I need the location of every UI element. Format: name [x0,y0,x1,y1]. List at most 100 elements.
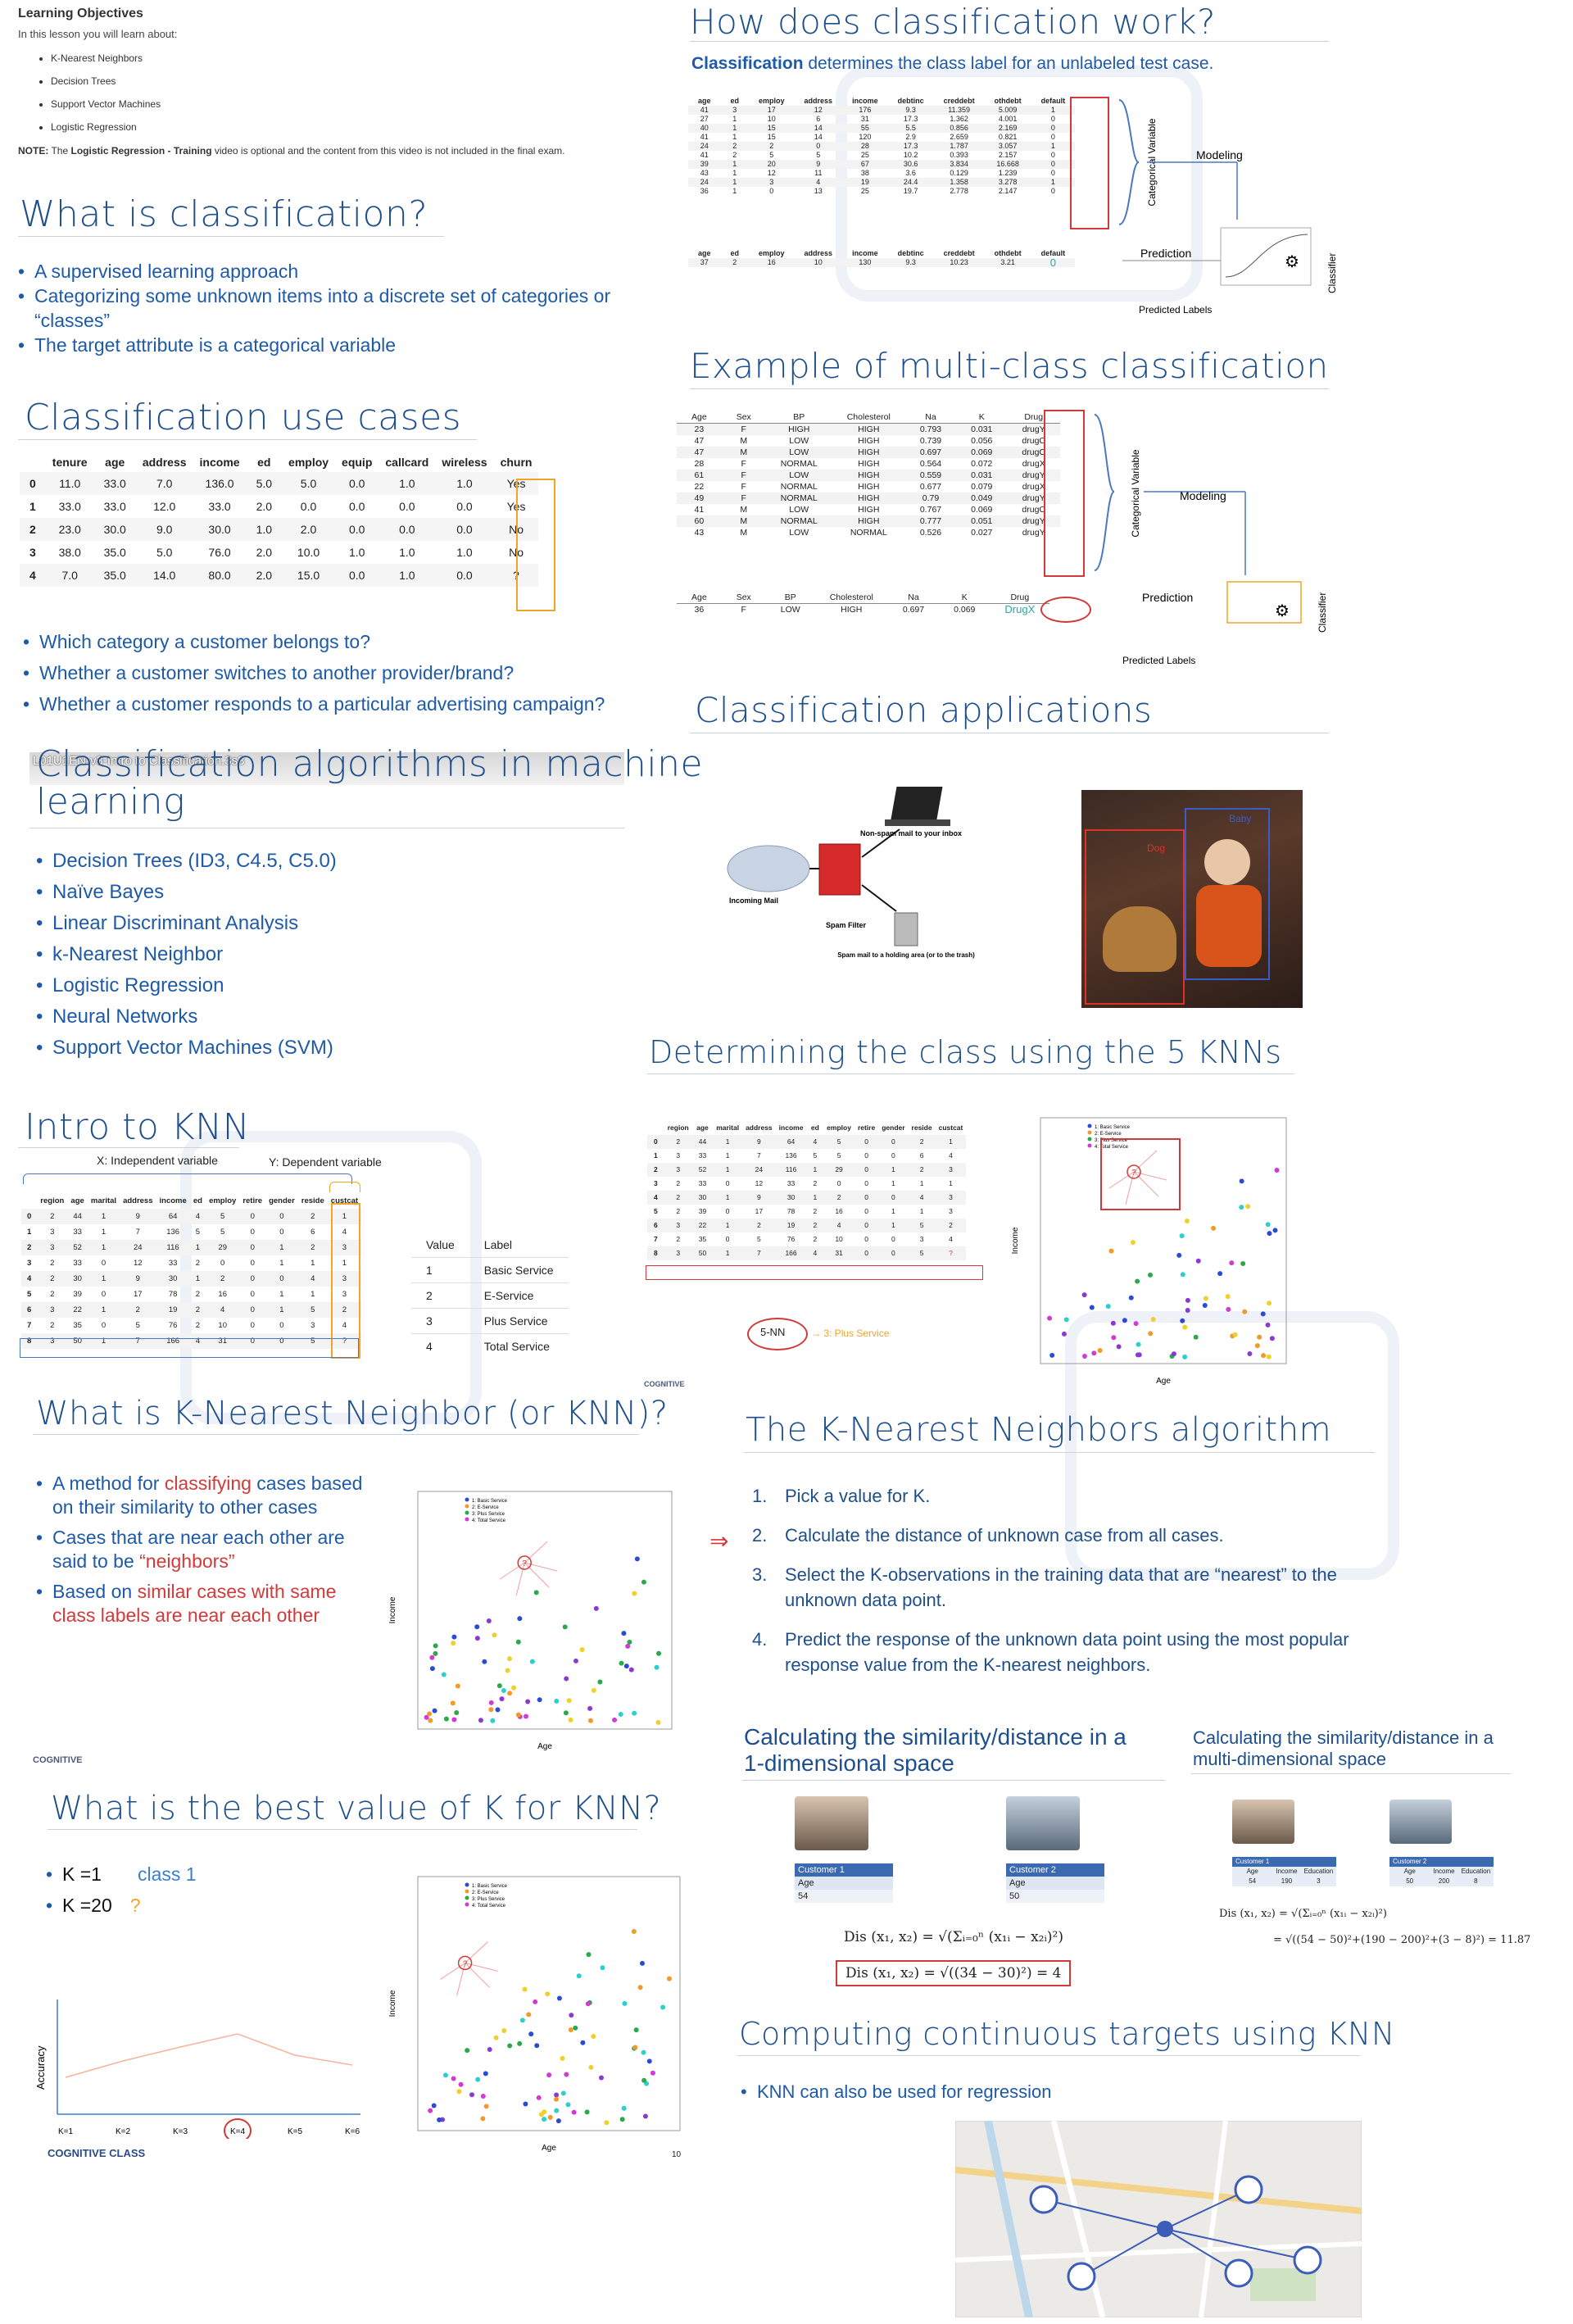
table-cell: 0.056 [971,436,993,446]
algorithm-step: 2. Calculate the distance of unknown case… [747,1523,1370,1548]
table-row: 1 3 33 1 7 136 5 5 0 0 6 4 [21,1224,361,1240]
x-tick-label: K=5 [288,2127,303,2136]
table-header-cell: Sex [721,411,766,424]
table-cell: 0 [891,1151,895,1160]
neighborhood-box [1100,1138,1181,1210]
customer-2-title: Customer 2 [1006,1863,1104,1877]
data-point [554,1698,560,1704]
table-row: 47 M LOW HIGH 0.739 0.056 drugC [677,435,1060,447]
neighbor-line [1108,1171,1135,1189]
data-point [545,1991,551,1997]
algorithm-item: Support Vector Machines (SVM) [36,1033,528,1064]
table-cell: 2 [195,1290,201,1299]
plot-frame [417,1491,673,1730]
table-cell: 1 [1031,106,1076,115]
data-point [429,1666,435,1672]
table-cell: 5 [654,1207,658,1215]
data-point [621,2105,627,2111]
table-header-cell: employ [759,97,785,105]
table-row: Age Income Education [1389,1867,1494,1877]
table-row: 4 7.0 35.0 14.0 80.0 2.0 15.0 0.0 1.0 0.0? [20,564,539,587]
section-title-applications: Classification applications [695,690,1153,730]
table-cell: 10 [835,1235,843,1243]
table-cell: 0 [891,1235,895,1243]
table-cell: 9.3 [887,258,934,267]
scatter-plot-determining: Age Income 1: Basic Service 2: E-Service3: … [1011,1117,1287,1386]
table-cell: 3 [1300,1877,1337,1886]
table-cell: HIGH [841,605,863,615]
table-header-cell [21,1193,37,1209]
table-cell: 37 [688,258,721,267]
table-cell: 38.0 [58,546,81,559]
data-point [1254,1343,1260,1349]
video-overlay-bar [29,752,624,785]
table-cell: 1 [279,1259,284,1268]
table-row: 2 E-Service [411,1282,569,1309]
table-cell: 1 [327,1209,362,1224]
table-cell: 7 [120,1333,156,1349]
query-house-marker [1157,2221,1173,2237]
data-point [547,2114,553,2120]
table-cell: 16 [218,1290,227,1299]
table-header-cell: address [123,1196,153,1205]
prediction-label: Prediction [1142,591,1193,604]
data-point [1063,1317,1069,1323]
table-header-cell: othdebt [994,97,1022,105]
customer-1-card: Customer 1 Age 54 [795,1863,893,1903]
table-row: 41 1 15 14 120 2.9 2.659 0.821 0 [688,133,1075,142]
table-cell: 2.0 [282,518,336,541]
table-header-row: Value Label [411,1232,569,1258]
table-cell: 5 [757,1235,761,1243]
algorithm-step: 1. Pick a value for K. [747,1483,1370,1509]
sigmoid-curve [1225,234,1308,278]
data-point [1089,1305,1095,1310]
table-cell: 25 [860,151,869,159]
data-point [564,2072,569,2077]
legend-marker [465,1889,469,1894]
table-header-cell: K [939,592,990,604]
table-cell: 0 [854,1191,879,1205]
title-rule [33,1434,639,1435]
table-row: 1 33.0 33.0 12.0 33.0 2.0 0.0 0.0 0.0 0.0 Yes [20,495,538,518]
5nn-label: 5-NN [760,1326,786,1338]
legend-marker [1087,1130,1092,1135]
table-cell [1300,1857,1337,1867]
best-k-circle [224,2118,252,2139]
table-cell: 1.0 [246,518,283,541]
data-point [511,1685,517,1691]
house-marker [1293,2245,1322,2275]
table-cell: M [740,505,748,515]
table-cell: 1 [713,1246,743,1260]
data-point [1105,1304,1111,1310]
table-cell: NORMAL [850,528,887,538]
table-cell: 3 [327,1271,362,1287]
brace-shape [1094,414,1115,571]
table-row: 47 M LOW HIGH 0.697 0.069 drugC [677,447,1061,458]
table-cell: 6 [919,1151,924,1160]
classifier-box [1226,581,1302,624]
data-point [1267,1300,1272,1306]
what-is-knn-bullet: Cases that are near each other are said … [36,1526,364,1573]
data-point [1202,1303,1208,1309]
table-header-cell: age [105,456,125,469]
table-cell: 1 [189,1240,206,1255]
data-point [586,1952,592,1958]
use-cases-bullets: Which category a customer belongs to?Whe… [23,626,678,719]
distance-formula-general: Dis (x₁, x₂) = √(Σᵢ₌₀ⁿ (x₁ᵢ − x₂ᵢ)²) [844,1929,1063,1945]
table-cell: 1.787 [933,142,985,151]
data-point [490,1718,496,1723]
algorithm-step: 3. Select the K-observations in the train… [747,1562,1370,1613]
data-point [588,2064,594,2070]
table-row: 4 Total Service [411,1333,569,1359]
data-point [1091,1350,1097,1356]
data-point [443,1716,449,1722]
table-cell: 0.0 [456,500,473,513]
data-point [633,2027,639,2033]
table-header-row: age ed employ address income debtinc creddebt o… [688,249,1075,258]
table-cell: 0 [279,1321,284,1330]
map-river [984,2121,1033,2317]
table-header-cell: age [696,1123,709,1132]
table-cell: 0.0 [379,518,436,541]
data-point [536,2095,542,2100]
table-header-cell: Cholesterol [832,411,905,424]
